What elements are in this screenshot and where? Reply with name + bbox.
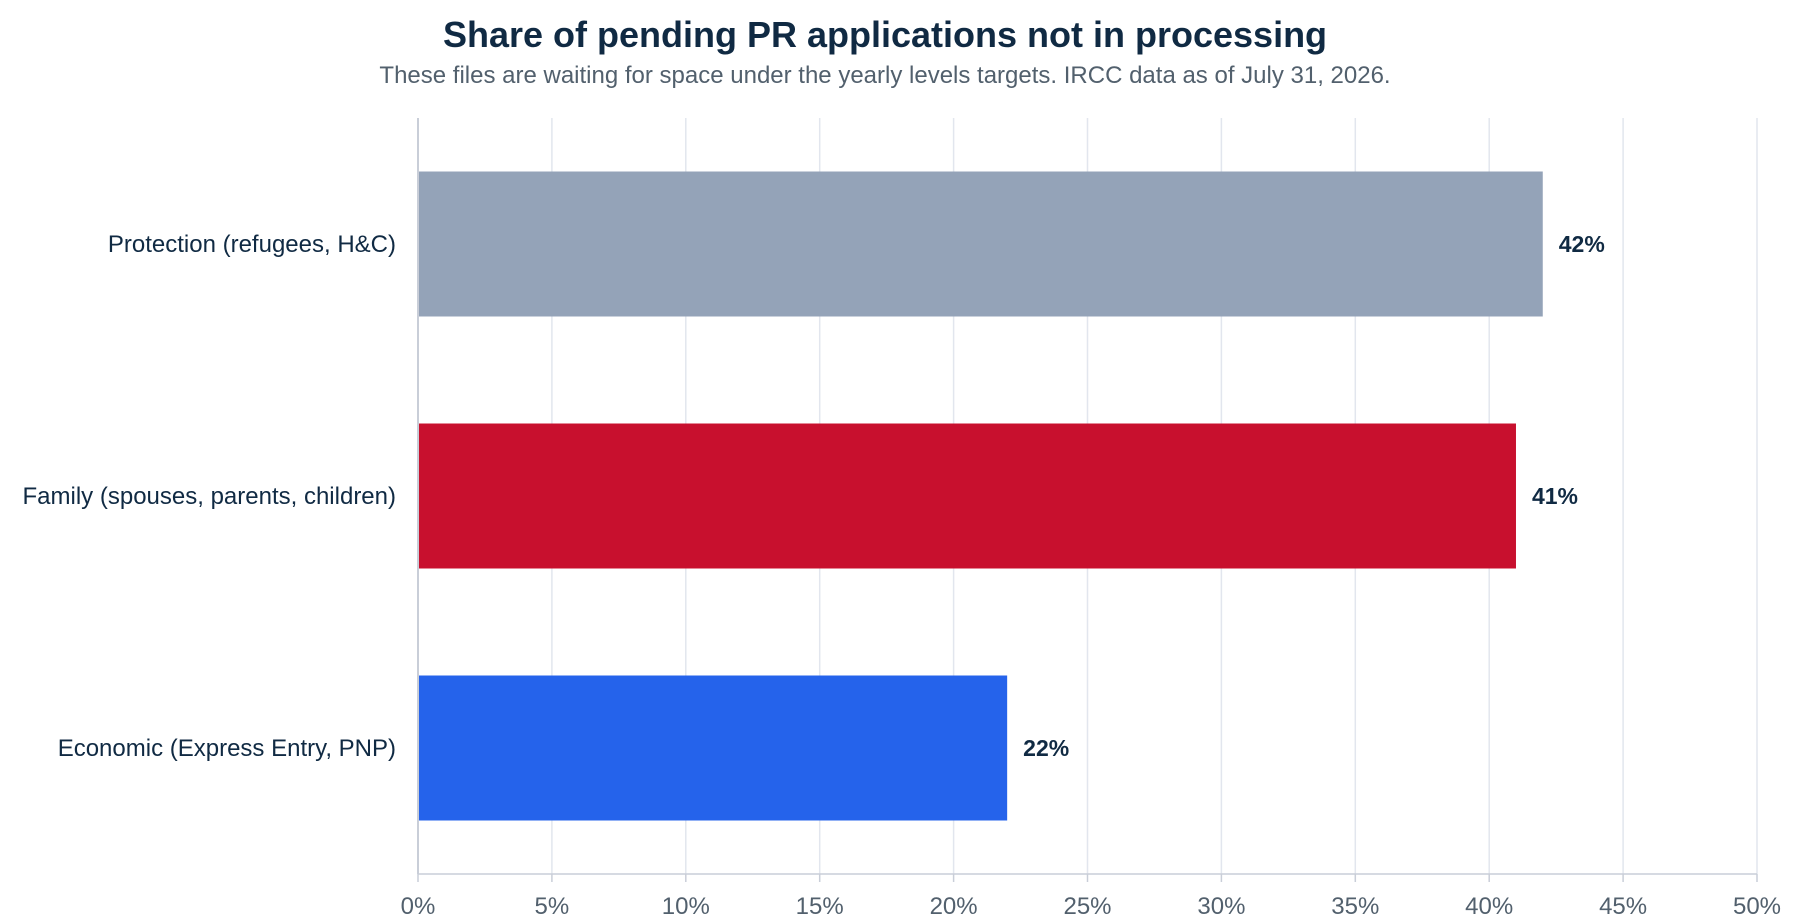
data-label: 41% — [1532, 483, 1578, 509]
bar — [419, 171, 1543, 317]
bar — [419, 675, 1008, 821]
x-tick-label: 30% — [1197, 893, 1245, 920]
labels: Protection (refugees, H&C) 42% Family (spo… — [23, 231, 1605, 762]
x-tick-label: 0% — [401, 893, 436, 920]
data-label: 42% — [1559, 231, 1605, 257]
x-tick-label: 50% — [1733, 893, 1781, 920]
chart-subtitle: These files are waiting for space under … — [379, 62, 1391, 89]
category-label: Economic (Express Entry, PNP) — [58, 735, 396, 762]
category-label: Family (spouses, parents, children) — [23, 483, 396, 510]
category-label: Protection (refugees, H&C) — [108, 231, 396, 258]
x-tick-label: 40% — [1465, 893, 1513, 920]
x-tick-label: 5% — [535, 893, 570, 920]
axes: 0% 5% 10% 15% 20% 25% 30% 35% 40% 45% 50% — [401, 118, 1781, 920]
chart-title: Share of pending PR applications not in … — [442, 14, 1328, 55]
data-label: 22% — [1023, 735, 1069, 761]
x-tick-label: 10% — [662, 893, 710, 920]
x-tick-label: 15% — [796, 893, 844, 920]
x-tick-label: 35% — [1331, 893, 1379, 920]
x-tick-label: 45% — [1599, 893, 1647, 920]
x-tick-label: 20% — [930, 893, 978, 920]
bar — [419, 423, 1516, 569]
bars — [419, 171, 1543, 821]
x-tick-label: 25% — [1063, 893, 1111, 920]
